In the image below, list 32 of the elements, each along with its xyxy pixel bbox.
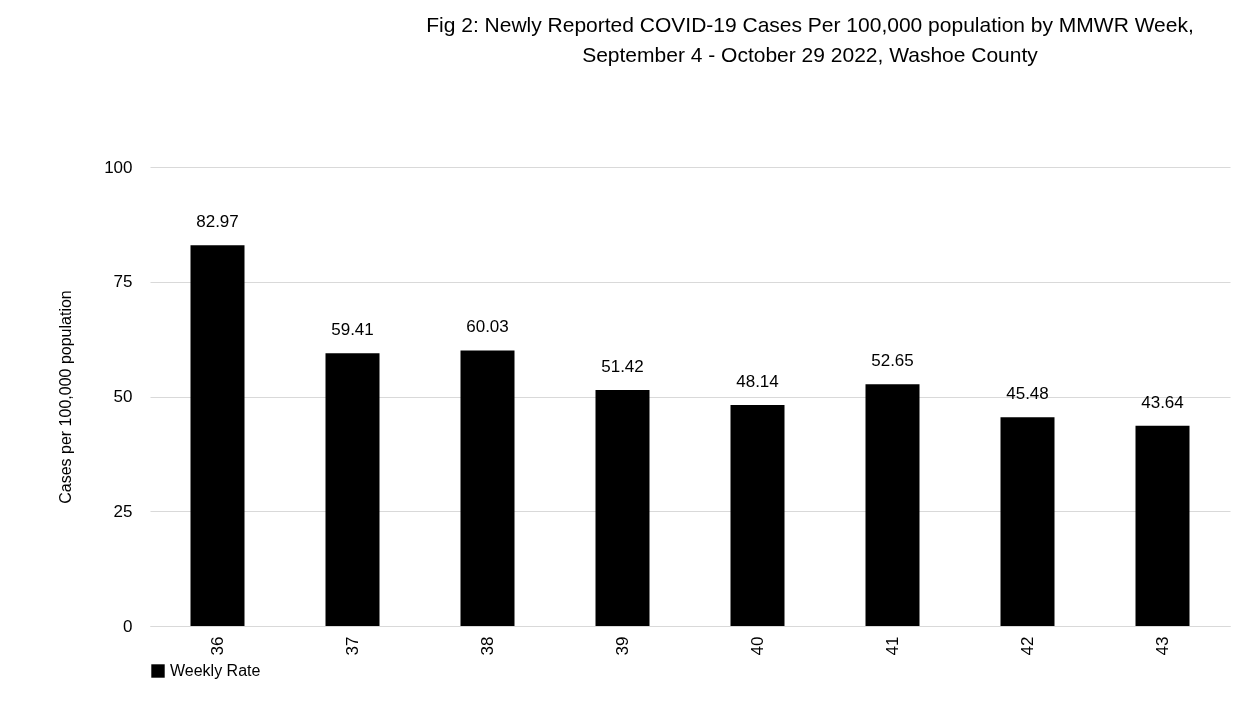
x-tick-label: 39: [612, 636, 632, 656]
data-label: 48.14: [736, 372, 779, 392]
data-label: 60.03: [466, 317, 509, 337]
data-label: 45.48: [1006, 384, 1049, 404]
data-label: 43.64: [1141, 392, 1184, 412]
y-tick-label: 75: [113, 272, 133, 292]
data-label: 82.97: [196, 212, 239, 232]
x-tick-label: 40: [747, 636, 767, 656]
bar: [865, 384, 920, 626]
y-axis-title: Cases per 100,000 population: [57, 290, 75, 504]
x-tick-label: 43: [1152, 636, 1172, 656]
y-tick-label: 100: [104, 157, 133, 177]
bar: [190, 245, 245, 626]
bar: [1000, 417, 1055, 626]
x-tick-label: 42: [1017, 636, 1037, 656]
x-tick-label: 38: [477, 636, 497, 656]
bar: [730, 405, 785, 626]
bar: [595, 389, 650, 626]
y-tick-label: 50: [113, 387, 133, 406]
x-tick-label: 37: [342, 636, 362, 656]
data-label: 51.42: [601, 356, 644, 376]
data-label: 59.41: [331, 320, 374, 340]
y-tick-label: 0: [123, 616, 133, 636]
data-label: 52.65: [871, 351, 914, 371]
x-tick-label: 41: [882, 636, 902, 656]
bar: [460, 350, 515, 626]
y-tick-label: 25: [113, 501, 133, 521]
chart-title: Fig 2: Newly Reported COVID-19 Cases Per 100,000 population by MMWR Week, September 4 - October 29 2022, Washoe County: [426, 13, 1194, 66]
bar: [325, 353, 380, 626]
legend-label: Weekly Rate: [170, 662, 261, 679]
x-tick-label: 36: [207, 636, 227, 656]
bar: [1135, 425, 1190, 626]
